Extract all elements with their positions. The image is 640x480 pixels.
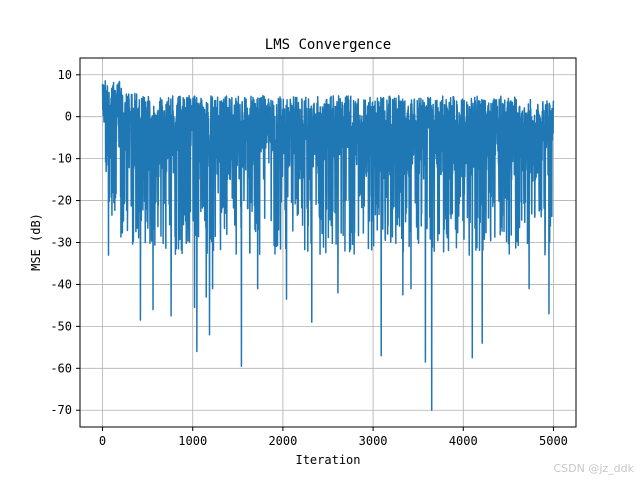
mse-series-line bbox=[101, 80, 555, 411]
x-axis-label: Iteration bbox=[295, 453, 360, 467]
y-tick-label: 0 bbox=[65, 110, 72, 124]
y-tick-label: -50 bbox=[50, 319, 72, 333]
x-tick-label: 0 bbox=[99, 434, 106, 448]
chart-title: LMS Convergence bbox=[265, 37, 391, 53]
plot-area bbox=[101, 80, 555, 411]
watermark: CSDN @jz_ddk bbox=[553, 462, 634, 475]
y-axis-label: MSE (dB) bbox=[29, 213, 43, 271]
y-tick-label: 10 bbox=[58, 68, 72, 82]
y-axis-ticks: 10 0 -10 -20 -30 -40 -50 -60 -70 bbox=[50, 68, 80, 417]
x-tick-label: 5000 bbox=[539, 434, 568, 448]
y-tick-label: -70 bbox=[50, 403, 72, 417]
y-tick-label: -30 bbox=[50, 236, 72, 250]
x-axis-ticks: 0 1000 2000 3000 4000 5000 bbox=[99, 427, 568, 448]
y-tick-label: -20 bbox=[50, 194, 72, 208]
y-tick-label: -40 bbox=[50, 277, 72, 291]
y-tick-label: -60 bbox=[50, 361, 72, 375]
x-tick-label: 2000 bbox=[268, 434, 297, 448]
y-tick-label: -10 bbox=[50, 152, 72, 166]
x-tick-label: 3000 bbox=[359, 434, 388, 448]
x-tick-label: 4000 bbox=[449, 434, 478, 448]
x-tick-label: 1000 bbox=[178, 434, 207, 448]
